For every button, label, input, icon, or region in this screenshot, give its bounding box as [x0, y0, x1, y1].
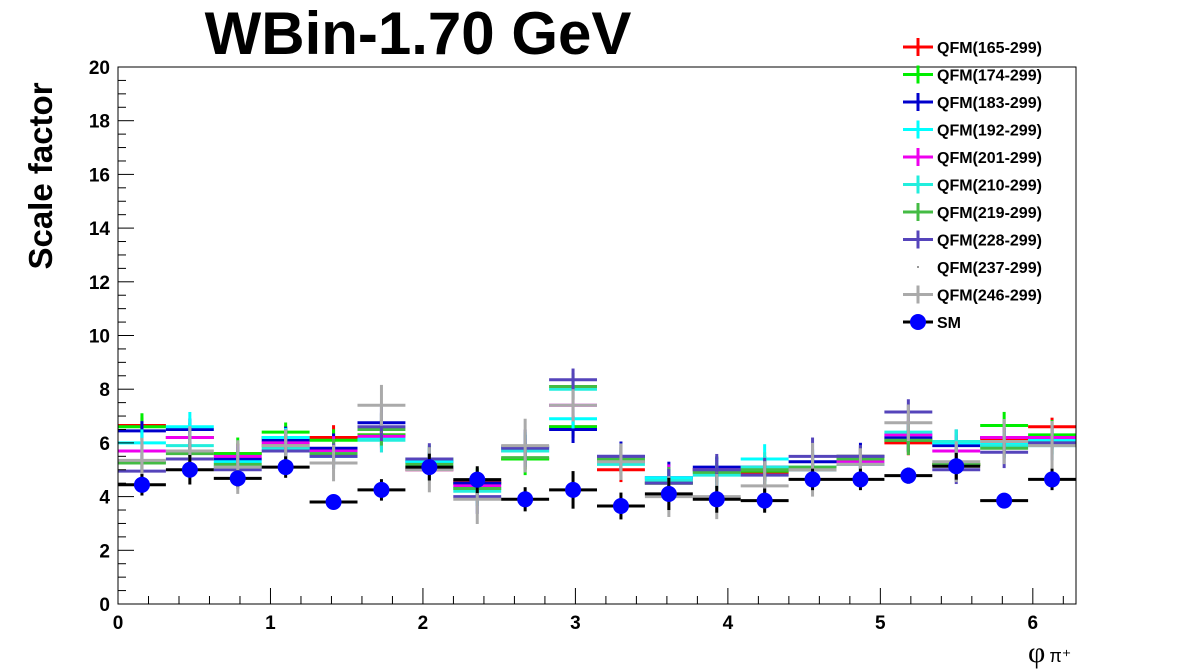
sm-point [1044, 471, 1061, 488]
sm-point [325, 493, 342, 510]
y-axis-label: Scale factor [22, 82, 59, 269]
legend-label: QFM(237-299) [937, 260, 1042, 277]
legend-item: QFM(210-299) [903, 175, 1042, 195]
sm-point [996, 492, 1013, 509]
y-tick-label: 18 [89, 112, 110, 133]
x-tick-label: 5 [875, 613, 886, 634]
legend-label: QFM(174-299) [937, 68, 1042, 85]
legend-label: QFM(165-299) [937, 40, 1042, 57]
x-tick-label: 6 [1028, 613, 1039, 634]
legend: QFM(165-299) QFM(174-299) QFM(183-299) QFM(… [903, 38, 1042, 332]
legend-label: QFM(183-299) [937, 95, 1042, 112]
legend-label: QFM(192-299) [937, 123, 1042, 140]
legend-label: SM [937, 315, 961, 332]
sm-point [517, 491, 534, 508]
plot-frame [117, 66, 1077, 605]
sm-point [277, 459, 294, 476]
x-axis-symbol: φ [1028, 636, 1045, 669]
sm-point [804, 471, 821, 488]
legend-label: QFM(210-299) [937, 178, 1042, 195]
x-tick-label: 3 [570, 613, 581, 634]
y-tick-label: 10 [89, 327, 110, 348]
legend-label: QFM(201-299) [937, 150, 1042, 167]
legend-label: QFM(219-299) [937, 205, 1042, 222]
legend-item: QFM(237-299) [917, 260, 1042, 277]
y-tick-label: 12 [89, 273, 110, 294]
y-tick-label: 4 [99, 488, 110, 509]
sm-point [612, 497, 629, 514]
sm-point [708, 491, 725, 508]
sm-point [948, 458, 965, 475]
sm-point [421, 459, 438, 476]
legend-item: QFM(192-299) [903, 120, 1042, 140]
y-tick-label: 14 [89, 219, 111, 240]
legend-item: SM [903, 314, 961, 332]
x-tick-label: 0 [113, 613, 124, 634]
legend-label: QFM(228-299) [937, 233, 1042, 250]
legend-marker [917, 266, 919, 268]
data-marks [118, 368, 1076, 524]
legend-item: QFM(228-299) [903, 230, 1042, 250]
sm-point [181, 461, 198, 478]
legend-item: QFM(183-299) [903, 93, 1042, 112]
legend-item: QFM(165-299) [903, 38, 1042, 57]
data-point [715, 471, 718, 474]
x-axis-label: φ π⁺ [1028, 636, 1071, 669]
sm-point [900, 467, 917, 484]
y-tick-label: 8 [99, 380, 110, 401]
sm-point [133, 476, 150, 493]
chart-title: WBin-1.70 GeV [205, 0, 632, 67]
legend-item: QFM(174-299) [903, 65, 1042, 85]
legend-item: QFM(219-299) [903, 203, 1042, 222]
legend-item: QFM(201-299) [903, 148, 1042, 167]
legend-item: QFM(246-299) [903, 285, 1042, 305]
x-axis-subscript: π⁺ [1049, 646, 1071, 666]
legend-marker [910, 314, 926, 330]
sm-point [469, 471, 486, 488]
x-tick-label: 4 [723, 613, 734, 634]
sm-point [373, 481, 390, 498]
y-tick-label: 6 [99, 434, 110, 455]
y-tick-label: 20 [89, 58, 110, 79]
y-tick-label: 16 [89, 165, 110, 186]
sm-point [565, 481, 582, 498]
sm-point [852, 471, 869, 488]
sm-point [660, 485, 677, 502]
sm-point [229, 470, 246, 487]
data-point [380, 431, 383, 434]
x-tick-label: 2 [418, 613, 429, 634]
sm-point [756, 492, 773, 509]
y-tick-label: 0 [99, 595, 110, 616]
y-tick-label: 2 [99, 541, 110, 562]
legend-label: QFM(246-299) [937, 288, 1042, 305]
series-SM [118, 452, 1076, 520]
x-tick-label: 1 [265, 613, 276, 634]
